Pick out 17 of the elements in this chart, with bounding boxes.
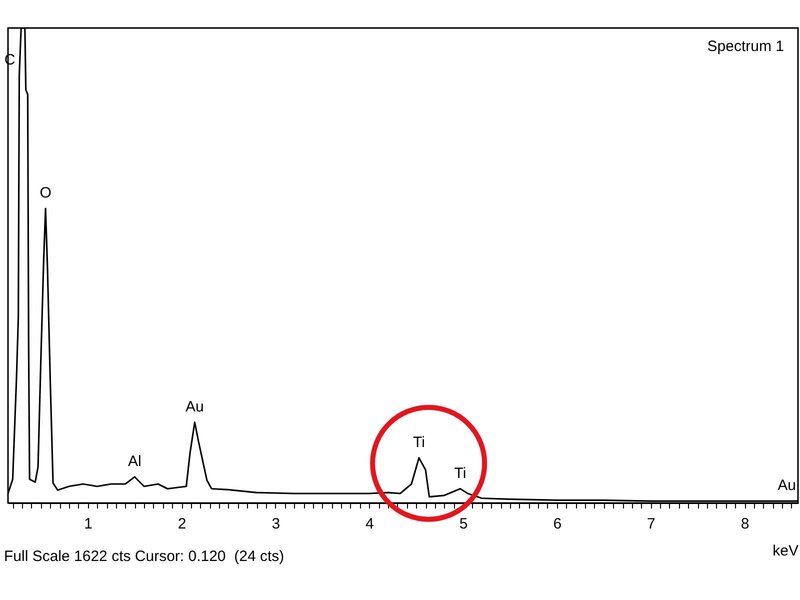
x-tick-label: 3 xyxy=(272,516,280,532)
x-axis-title: keV xyxy=(772,542,798,560)
x-tick-label: 7 xyxy=(647,516,656,532)
annotation: Au xyxy=(778,477,796,494)
x-tick-label: 1 xyxy=(84,516,92,532)
x-tick-label: 6 xyxy=(553,516,562,532)
annotation: Al xyxy=(128,452,142,470)
x-tick-label: 8 xyxy=(740,516,750,532)
annotation: Ti xyxy=(412,434,425,451)
annotation: O xyxy=(40,184,52,202)
text: Full Scale 1622 cts Cursor: 0.120 (24 cts) xyxy=(4,548,284,565)
x-tick-label: 4 xyxy=(366,516,374,532)
x-tick-label: 2 xyxy=(178,516,186,532)
x-tick-label: 5 xyxy=(459,516,468,532)
text: Spectrum 1 xyxy=(707,38,784,55)
annotation: Au xyxy=(186,398,204,416)
annotation: Ti xyxy=(454,464,466,482)
